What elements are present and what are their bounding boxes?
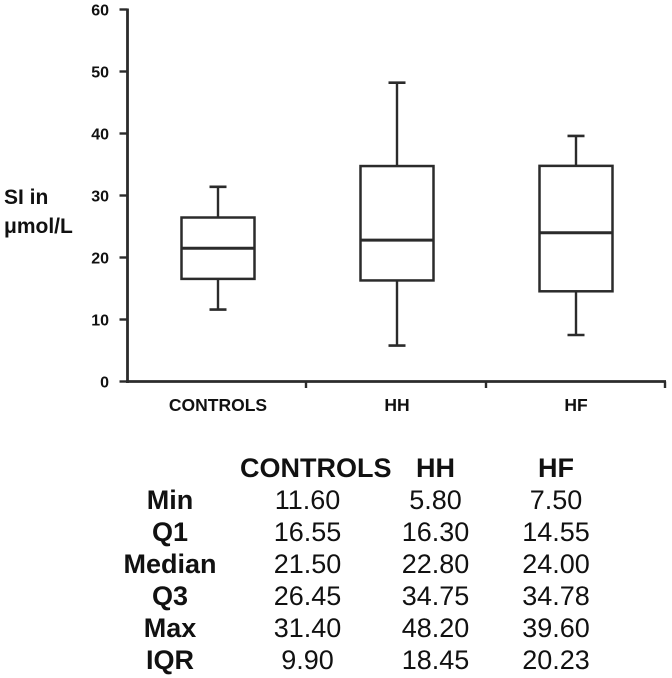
table-cell: 7.50	[529, 485, 583, 515]
row-label: IQR	[145, 645, 194, 675]
table-cell: 22.80	[401, 549, 470, 579]
table-row-max: Max 31.40 48.20 39.60	[100, 612, 616, 644]
y-tick-label: 10	[91, 313, 109, 330]
table-header-hf: HF	[538, 453, 574, 483]
row-label: Median	[123, 549, 217, 579]
table-row-q3: Q3 26.45 34.75 34.78	[100, 580, 616, 612]
table-cell: 48.20	[401, 613, 470, 643]
table-corner-cell	[100, 452, 240, 484]
y-tick-label: 60	[91, 3, 109, 20]
row-label: Min	[146, 485, 194, 515]
table-cell: 34.75	[401, 581, 470, 611]
row-label: Q1	[151, 517, 189, 547]
table-row-median: Median 21.50 22.80 24.00	[100, 548, 616, 580]
table-cell: 24.00	[522, 549, 590, 579]
row-label: Max	[143, 613, 197, 643]
table-row-iqr: IQR 9.90 18.45 20.23	[100, 644, 616, 676]
box-hh	[359, 164, 435, 282]
table-cell: 9.90	[281, 645, 334, 675]
y-axis-title: SI in μmol/L	[4, 183, 73, 241]
table-cell: 21.50	[273, 549, 342, 579]
y-tick-label: 40	[91, 127, 109, 144]
table-cell: 18.45	[401, 645, 470, 675]
table-cell: 16.30	[401, 517, 470, 547]
table-cell: 20.23	[522, 645, 590, 675]
x-axis-category-label: HH	[384, 395, 409, 415]
y-tick-label: 50	[91, 65, 109, 82]
x-axis-category-label: HF	[564, 395, 588, 415]
y-tick-label: 30	[91, 189, 109, 206]
row-label: Q3	[151, 581, 189, 611]
boxplot-chart: 0 10 20 30 40 50 60 CONTROLS HH HF	[91, 3, 667, 415]
y-axis-title-line2: μmol/L	[4, 215, 73, 238]
table-row-q1: Q1 16.55 16.30 14.55	[100, 516, 616, 548]
table-cell: 34.78	[522, 581, 590, 611]
stats-table: CONTROLS HH HF Min 11.60 5.80 7.50 Q1 16…	[100, 452, 616, 676]
table-cell: 39.60	[522, 613, 590, 643]
table-cell: 14.55	[522, 517, 590, 547]
y-axis-title-line1: SI in	[4, 186, 49, 209]
table-cell: 31.40	[273, 613, 342, 643]
table-row-min: Min 11.60 5.80 7.50	[100, 484, 616, 516]
y-tick-label: 0	[100, 375, 109, 392]
table-cell: 11.60	[274, 485, 341, 515]
table-header-controls: CONTROLS	[240, 453, 392, 483]
table-header-row: CONTROLS HH HF	[100, 452, 616, 484]
table-header-hh: HH	[416, 453, 455, 483]
table-cell: 5.80	[409, 485, 462, 515]
table-cell: 26.45	[273, 581, 342, 611]
y-tick-label: 20	[91, 251, 109, 268]
box-hf	[538, 164, 614, 293]
x-axis-category-label: CONTROLS	[169, 395, 267, 415]
table-cell: 16.55	[273, 517, 342, 547]
